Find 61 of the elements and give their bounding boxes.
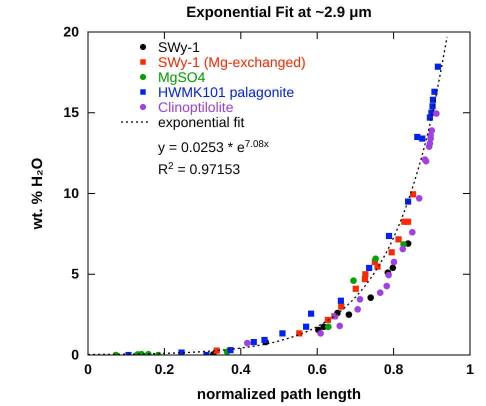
- point: [409, 228, 416, 236]
- point: [405, 218, 412, 225]
- point: [390, 258, 398, 266]
- point: [308, 310, 314, 317]
- point: [354, 306, 361, 313]
- y-tick-label: 10: [63, 184, 80, 201]
- point: [385, 272, 392, 278]
- point: [324, 323, 332, 330]
- point: [431, 88, 438, 95]
- legend-label: SWy-1: [158, 39, 200, 55]
- point: [434, 64, 441, 70]
- point: [250, 339, 257, 346]
- point: [430, 96, 436, 103]
- point: [338, 298, 344, 304]
- point: [399, 246, 406, 252]
- x-axis-title: normalized path length: [196, 386, 362, 403]
- point: [428, 127, 436, 134]
- y-tick-label: 15: [63, 104, 80, 120]
- x-tick-label: 0: [84, 360, 92, 377]
- point: [383, 282, 390, 290]
- point: [386, 232, 392, 240]
- y-tick-label: 0: [71, 346, 80, 362]
- chart-title: Exponential Fit at ~2.9 μm: [186, 4, 372, 21]
- annotation: R$^{2}$ = 0.97153: [158, 160, 240, 177]
- x-tick-label: 0.6: [307, 360, 328, 377]
- point: [352, 286, 359, 292]
- x-tick-label: 0.8: [384, 360, 404, 377]
- point: [346, 311, 352, 318]
- point: [395, 236, 402, 242]
- y-tick-label: 20: [63, 23, 80, 40]
- point: [317, 330, 324, 337]
- point: [303, 324, 310, 330]
- point: [372, 255, 379, 262]
- point: [433, 110, 440, 117]
- legend-label: exponential fit: [158, 114, 245, 130]
- point: [410, 191, 416, 198]
- y-axis-title: wt. % H₂O: [29, 157, 46, 230]
- x-tick-label: 0.4: [231, 360, 251, 377]
- point: [376, 289, 384, 296]
- legend-label: HWMK101 palagonite: [158, 84, 294, 100]
- point: [367, 294, 374, 301]
- point: [350, 277, 357, 284]
- legend-label: MgSO4: [158, 69, 206, 85]
- legend-label: Clinoptilolite: [158, 99, 234, 115]
- point: [336, 322, 344, 330]
- point: [388, 249, 395, 256]
- point: [362, 271, 368, 278]
- point: [416, 195, 422, 202]
- point: [279, 330, 286, 336]
- point: [366, 264, 372, 272]
- point: [429, 103, 436, 110]
- annotation: y = 0.0253 * e$^{7.08x}$: [158, 138, 269, 155]
- point: [356, 296, 364, 303]
- point: [244, 340, 251, 346]
- point: [338, 303, 344, 310]
- x-tick-label: 0.2: [154, 360, 174, 377]
- y-tick-label: 5: [71, 266, 80, 282]
- legend-label: SWy-1 (Mg-exchanged): [158, 54, 306, 70]
- point: [419, 136, 426, 142]
- point: [390, 264, 396, 272]
- x-tick-label: 1: [466, 360, 474, 377]
